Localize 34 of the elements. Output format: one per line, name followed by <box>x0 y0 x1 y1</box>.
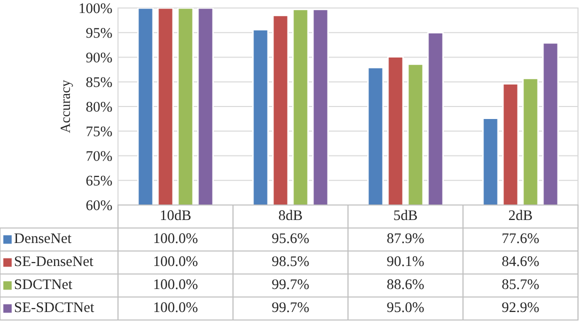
y-tick-label: 95% <box>86 28 112 38</box>
y-tick-label: 75% <box>86 126 112 136</box>
legend-label: DenseNet <box>14 233 72 244</box>
y-tick-label: 90% <box>86 52 112 62</box>
y-tick-label: 85% <box>86 77 112 88</box>
data-label: 99.7% <box>272 279 309 290</box>
data-label: 98.5% <box>272 256 309 266</box>
legend-label: SE-DenseNet <box>14 256 94 266</box>
data-label: 95.6% <box>272 233 309 244</box>
y-tick-label: 100% <box>80 3 112 14</box>
data-label: 77.6% <box>502 233 539 244</box>
y-tick-label: 70% <box>86 151 112 161</box>
data-label: 95.0% <box>387 302 424 312</box>
y-tick-label: 60% <box>86 200 112 210</box>
data-label: 85.7% <box>502 279 539 290</box>
x-tick-label: 8dB <box>278 210 302 220</box>
data-label: 84.6% <box>502 256 539 266</box>
x-tick-label: 10dB <box>160 210 191 220</box>
data-label: 99.7% <box>272 302 309 312</box>
y-tick-label: 65% <box>86 176 112 186</box>
data-label: 90.1% <box>387 256 424 266</box>
x-tick-label: 5dB <box>394 210 417 220</box>
data-label: 87.9% <box>387 233 424 244</box>
y-axis-title: Accuracy <box>60 80 73 133</box>
data-label: 88.6% <box>387 279 424 290</box>
data-label: 100.0% <box>154 256 198 266</box>
data-label: 92.9% <box>502 302 539 312</box>
data-label: 100.0% <box>154 302 198 312</box>
y-tick-label: 80% <box>86 102 112 112</box>
x-tick-label: 2dB <box>508 210 532 220</box>
legend-label: SE-SDCTNet <box>14 302 94 312</box>
legend-label: SDCTNet <box>14 279 72 290</box>
data-label: 100.0% <box>154 233 198 244</box>
data-label: 100.0% <box>154 279 198 290</box>
